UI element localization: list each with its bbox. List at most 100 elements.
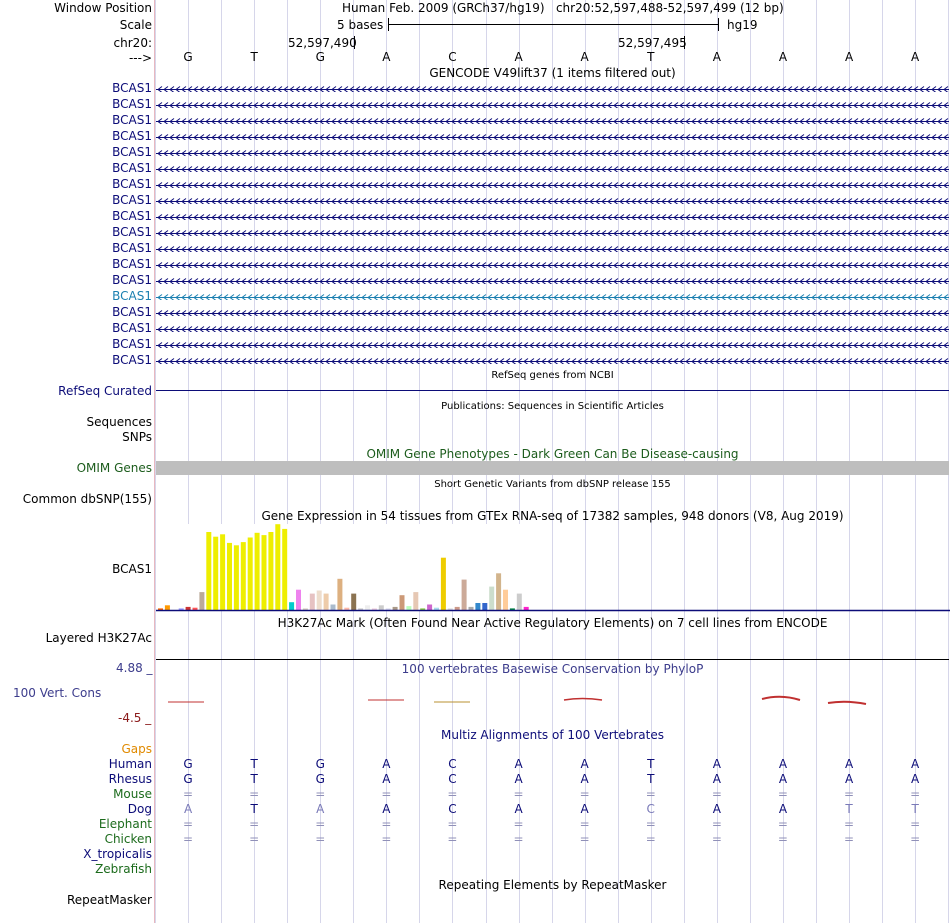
strand-arrow — [685, 326, 691, 332]
strand-arrow — [193, 342, 199, 348]
gencode-transcript[interactable] — [156, 147, 949, 156]
h3k27ac-label[interactable]: Layered H3K27Ac — [45, 631, 152, 645]
sequences-label[interactable]: Sequences — [86, 415, 152, 429]
tick-right-mark — [684, 36, 685, 49]
gencode-item-label[interactable]: BCAS1 — [112, 177, 152, 191]
strand-arrow — [625, 134, 631, 140]
strand-arrow — [853, 246, 859, 252]
phylop-track[interactable] — [156, 688, 950, 712]
species-label[interactable]: Dog — [127, 802, 152, 816]
gtex-bar-chart[interactable] — [156, 520, 950, 612]
gencode-item-label[interactable]: BCAS1 — [112, 337, 152, 351]
gencode-item-label[interactable]: BCAS1 — [112, 321, 152, 335]
gaps-label[interactable]: Gaps — [121, 742, 152, 756]
gencode-transcript[interactable] — [156, 227, 949, 236]
strand-arrow — [451, 246, 457, 252]
gencode-transcript[interactable] — [156, 259, 949, 268]
gencode-item-label[interactable]: BCAS1 — [112, 161, 152, 175]
gencode-item-label[interactable]: BCAS1 — [112, 81, 152, 95]
gencode-transcript[interactable] — [156, 307, 949, 316]
strand-arrow — [397, 278, 403, 284]
strand-arrow — [469, 182, 475, 188]
gencode-item-label[interactable]: BCAS1 — [112, 289, 152, 303]
strand-arrow — [583, 326, 589, 332]
strand-arrow — [427, 326, 433, 332]
strand-arrow — [883, 182, 889, 188]
strand-arrow — [271, 166, 277, 172]
strand-arrow — [793, 262, 799, 268]
gencode-item-label[interactable]: BCAS1 — [112, 305, 152, 319]
gencode-transcript[interactable] — [156, 355, 949, 364]
strand-arrow — [811, 294, 817, 300]
strand-arrow — [397, 246, 403, 252]
gencode-transcript[interactable] — [156, 323, 949, 332]
omim-track-bar[interactable] — [156, 461, 949, 475]
gencode-item-label[interactable]: BCAS1 — [112, 257, 152, 271]
strand-arrow — [553, 166, 559, 172]
phylop-label[interactable]: 100 Vert. Cons — [13, 686, 102, 700]
strand-arrow — [301, 278, 307, 284]
gencode-transcript[interactable] — [156, 243, 949, 252]
strand-arrow — [859, 278, 865, 284]
gencode-item-label[interactable]: BCAS1 — [112, 273, 152, 287]
gencode-item-label[interactable]: BCAS1 — [112, 353, 152, 367]
strand-arrow — [829, 102, 835, 108]
strand-arrow — [385, 294, 391, 300]
gencode-item-label[interactable]: BCAS1 — [112, 209, 152, 223]
strand-arrow — [679, 326, 685, 332]
species-label[interactable]: Rhesus — [108, 772, 152, 786]
strand-arrow — [559, 166, 565, 172]
strand-arrow — [385, 102, 391, 108]
species-label[interactable]: X_tropicalis — [83, 847, 152, 861]
gencode-item-label[interactable]: BCAS1 — [112, 145, 152, 159]
gtex-gene-label[interactable]: BCAS1 — [112, 562, 152, 576]
gencode-transcript[interactable] — [156, 131, 949, 140]
strand-arrow — [817, 182, 823, 188]
gencode-item-label[interactable]: BCAS1 — [112, 225, 152, 239]
strand-arrow — [715, 358, 721, 364]
alignment-base: A — [382, 772, 391, 786]
strand-arrow — [865, 102, 871, 108]
strand-arrow — [253, 230, 259, 236]
gencode-transcript[interactable] — [156, 291, 949, 300]
gencode-item-label[interactable]: BCAS1 — [112, 129, 152, 143]
gencode-item-label[interactable]: BCAS1 — [112, 113, 152, 127]
gencode-transcript[interactable] — [156, 339, 949, 348]
gencode-transcript[interactable] — [156, 275, 949, 284]
species-label[interactable]: Zebrafish — [95, 862, 152, 876]
dbsnp-label[interactable]: Common dbSNP(155) — [22, 492, 152, 506]
strand-arrow — [493, 166, 499, 172]
repeatmasker-label[interactable]: RepeatMasker — [66, 893, 152, 907]
gencode-transcript[interactable] — [156, 179, 949, 188]
strand-arrow — [793, 102, 799, 108]
gencode-transcript[interactable] — [156, 83, 949, 92]
snps-label[interactable]: SNPs — [122, 430, 152, 444]
strand-arrow — [883, 102, 889, 108]
gencode-item-label[interactable]: BCAS1 — [112, 193, 152, 207]
gencode-transcript[interactable] — [156, 163, 949, 172]
strand-arrow — [523, 198, 529, 204]
strand-arrow — [847, 310, 853, 316]
strand-arrow — [373, 294, 379, 300]
strand-arrow — [541, 134, 547, 140]
strand-arrow — [763, 166, 769, 172]
gencode-transcript[interactable] — [156, 195, 949, 204]
species-label[interactable]: Human — [108, 757, 152, 771]
gencode-item-label[interactable]: BCAS1 — [112, 241, 152, 255]
gencode-item-label[interactable]: BCAS1 — [112, 97, 152, 111]
strand-arrow — [781, 262, 787, 268]
species-label[interactable]: Chicken — [104, 832, 152, 846]
species-label[interactable]: Elephant — [98, 817, 152, 831]
refseq-label[interactable]: RefSeq Curated — [58, 384, 152, 398]
gencode-transcript[interactable] — [156, 115, 949, 124]
species-label[interactable]: Mouse — [113, 787, 152, 801]
strand-arrow — [643, 214, 649, 220]
gencode-transcript[interactable] — [156, 211, 949, 220]
omim-label[interactable]: OMIM Genes — [76, 461, 152, 475]
strand-arrow — [625, 358, 631, 364]
strand-arrow — [697, 102, 703, 108]
strand-arrow — [703, 182, 709, 188]
strand-arrow — [421, 310, 427, 316]
strand-arrow — [847, 86, 853, 92]
gencode-transcript[interactable] — [156, 99, 949, 108]
